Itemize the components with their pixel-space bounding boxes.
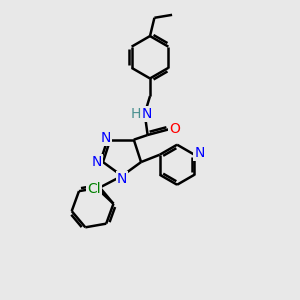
- Text: N: N: [101, 131, 111, 145]
- Text: H: H: [131, 107, 141, 121]
- Text: N: N: [117, 172, 127, 186]
- Text: Cl: Cl: [87, 182, 101, 196]
- Text: N: N: [92, 155, 102, 169]
- Text: O: O: [169, 122, 181, 136]
- Text: N: N: [142, 107, 152, 121]
- Text: N: N: [194, 146, 205, 160]
